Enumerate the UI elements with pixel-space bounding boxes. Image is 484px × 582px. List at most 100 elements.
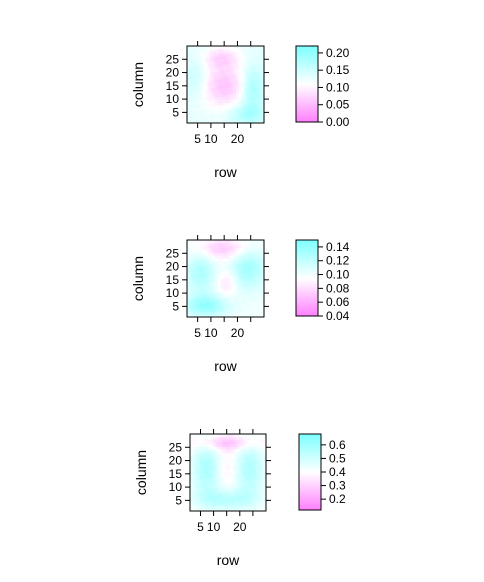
colorbar-swatch: [296, 286, 318, 289]
heatmap-cell: [202, 314, 206, 318]
heatmap-cell: [222, 464, 226, 468]
heatmap-cell: [212, 87, 216, 90]
heatmap-cell: [212, 311, 216, 315]
heatmap-cell: [256, 79, 260, 83]
heatmap-cell: [192, 265, 195, 269]
heatmap-cell: [210, 255, 213, 259]
heatmap-cell: [189, 293, 193, 297]
heatmap-cell: [228, 84, 231, 88]
heatmap-cell: [212, 278, 216, 282]
heatmap-cell: [256, 115, 260, 119]
heatmap-cell: [246, 255, 249, 259]
heatmap-cell: [200, 480, 203, 484]
heatmap-cell: [192, 475, 196, 478]
heatmap-cell: [255, 493, 259, 496]
heatmap-cell: [189, 110, 193, 114]
y-axis-label: column: [130, 62, 146, 107]
heatmap-cell: [195, 495, 198, 499]
heatmap-cell: [230, 66, 234, 70]
heatmap-cell: [250, 493, 254, 496]
heatmap-cell: [202, 84, 206, 88]
heatmap-cell: [248, 490, 252, 494]
heatmap-cell: [261, 51, 265, 54]
heatmap-cell: [258, 260, 262, 264]
heatmap-cell: [220, 53, 224, 57]
heatmap-cell: [207, 56, 211, 60]
heatmap-cell: [248, 46, 252, 49]
x-axis-label: row: [214, 358, 237, 374]
heatmap-cell: [212, 301, 216, 305]
heatmap-cell: [263, 446, 267, 450]
heatmap-cell: [215, 314, 219, 318]
heatmap-cell: [238, 487, 241, 491]
heatmap-cell: [212, 71, 216, 75]
heatmap-cell: [187, 74, 190, 78]
heatmap-cell: [207, 467, 211, 471]
heatmap-cell: [197, 107, 201, 111]
heatmap-cell: [217, 265, 221, 269]
y-tick-label: 15: [166, 79, 180, 93]
heatmap-cell: [197, 441, 201, 445]
heatmap-cell: [207, 457, 211, 460]
heatmap-cell: [243, 281, 247, 284]
heatmap-cell: [210, 74, 213, 78]
heatmap-cell: [199, 314, 203, 318]
heatmap-cell: [217, 105, 221, 108]
heatmap-cell: [238, 240, 242, 243]
x-tick-label: 20: [231, 326, 245, 340]
heatmap-cell: [253, 255, 257, 259]
heatmap-cell: [192, 270, 195, 274]
heatmap-cell: [192, 446, 196, 450]
heatmap-cell: [192, 66, 195, 70]
heatmap-cell: [233, 459, 236, 463]
heatmap-cell: [225, 51, 229, 54]
heatmap-cell: [187, 296, 190, 300]
heatmap-cell: [261, 242, 265, 246]
heatmap-cell: [207, 92, 211, 96]
heatmap-cell: [230, 503, 234, 507]
heatmap-cell: [228, 503, 231, 507]
heatmap-cell: [240, 71, 244, 75]
heatmap-cell: [243, 260, 247, 264]
heatmap-cell: [225, 487, 229, 491]
heatmap-cell: [192, 273, 195, 277]
heatmap-cell: [207, 485, 211, 489]
heatmap-cell: [220, 46, 224, 49]
heatmap-cell: [243, 263, 247, 266]
colorbar-swatch: [296, 86, 318, 89]
heatmap-cell: [240, 451, 244, 455]
heatmap-cell: [200, 434, 203, 437]
heatmap-cell: [248, 306, 252, 310]
heatmap-cell: [251, 268, 255, 272]
heatmap-cell: [251, 288, 255, 292]
heatmap-cell: [230, 84, 234, 88]
heatmap-cell: [194, 293, 198, 297]
heatmap-cell: [202, 493, 206, 496]
heatmap-cell: [243, 459, 247, 463]
heatmap-cell: [228, 459, 231, 463]
y-tick-label: 10: [166, 286, 180, 300]
heatmap-cell: [253, 306, 257, 310]
colorbar-swatch: [299, 439, 321, 441]
heatmap-cell: [240, 493, 244, 496]
heatmap-cell: [187, 255, 190, 259]
colorbar-swatch: [296, 103, 318, 105]
heatmap-cell: [228, 283, 231, 287]
heatmap-cell: [189, 87, 193, 90]
heatmap-cell: [240, 273, 244, 277]
heatmap-cell: [202, 498, 206, 502]
heatmap-cell: [222, 446, 226, 450]
y-axis-label: column: [130, 256, 146, 301]
heatmap-cell: [263, 508, 267, 512]
heatmap-cell: [189, 115, 193, 119]
heatmap-cell: [197, 281, 201, 284]
heatmap-cell: [233, 275, 237, 279]
heatmap-cell: [228, 490, 231, 494]
heatmap-cell: [240, 245, 244, 248]
heatmap-cell: [194, 242, 198, 246]
heatmap-cell: [204, 74, 208, 78]
heatmap-cell: [210, 76, 213, 80]
colorbar-swatch: [296, 63, 318, 66]
heatmap-cell: [197, 485, 201, 489]
heatmap-cell: [261, 87, 265, 90]
